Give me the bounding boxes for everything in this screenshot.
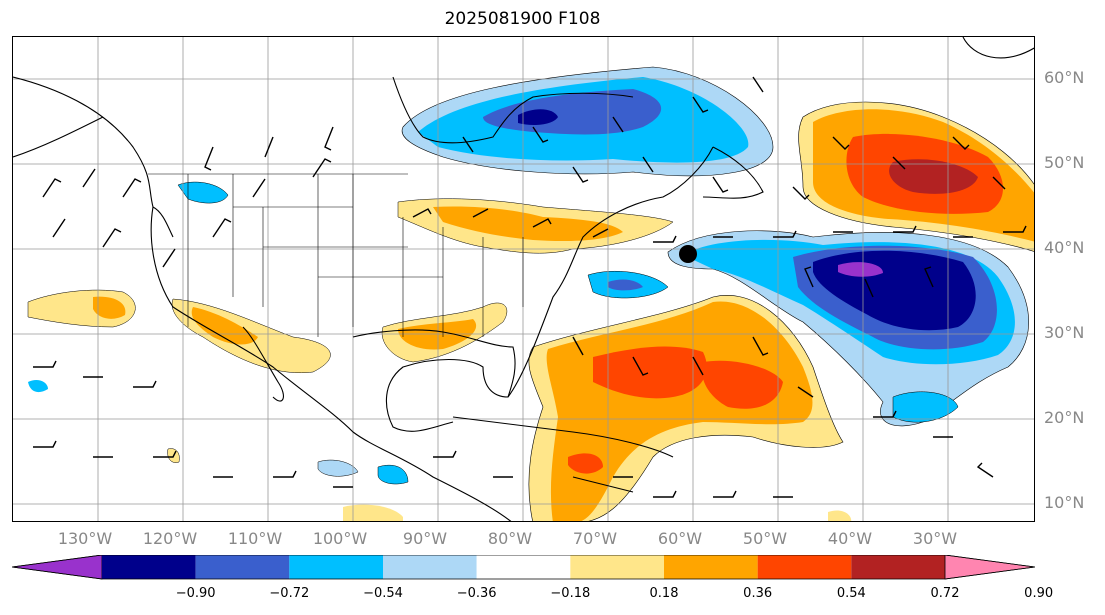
colorbar-tick-label: −0.54 <box>363 586 403 601</box>
colorbar-segment <box>757 555 852 579</box>
lat-label-60n: 60°N <box>1044 68 1085 87</box>
colorbar-segment <box>664 555 758 579</box>
lat-label-50n: 50°N <box>1044 153 1085 172</box>
colorbar-tick-label: 0.90 <box>1024 586 1054 601</box>
lat-label-30n: 30°N <box>1044 323 1085 342</box>
lon-label-120w: 120°W <box>142 529 198 548</box>
lon-label-70w: 70°W <box>572 529 618 548</box>
colorbar-extend-high <box>944 555 1035 580</box>
colorbar-outline <box>12 555 1035 580</box>
map-title: 2025081900 F108 <box>444 9 601 29</box>
lon-label-40w: 40°W <box>827 529 873 548</box>
lon-label-110w: 110°W <box>227 529 283 548</box>
colorbar-tick-label: 0.72 <box>930 586 960 601</box>
lon-label-30w: 30°W <box>912 529 958 548</box>
colorbar <box>12 555 1035 580</box>
colorbar-tick-label: 0.36 <box>743 586 773 601</box>
colorbar-tick-label: −0.72 <box>269 586 310 601</box>
colorbar-tick-label: −0.18 <box>550 586 591 601</box>
colorbar-tick-label: 0.54 <box>836 586 866 601</box>
colorbar-segments <box>12 555 1035 580</box>
map-area <box>12 36 1035 522</box>
lon-label-60w: 60°W <box>657 529 703 548</box>
lon-label-100w: 100°W <box>312 529 368 548</box>
colorbar-tick-label: −0.90 <box>175 586 216 601</box>
lat-label-10n: 10°N <box>1044 493 1085 512</box>
colorbar-segment <box>570 555 664 579</box>
map-canvas <box>13 37 1034 521</box>
colorbar-segment <box>195 555 290 579</box>
lon-label-80w: 80°W <box>487 529 533 548</box>
anomaly-fills <box>27 66 1034 521</box>
lon-label-130w: 130°W <box>57 529 113 548</box>
lat-label-40n: 40°N <box>1044 238 1085 257</box>
wind-barbs <box>33 76 1027 498</box>
colorbar-segment <box>383 555 477 579</box>
gridlines <box>13 37 1034 521</box>
colorbar-segment <box>851 555 945 579</box>
colorbar-segment <box>289 555 383 579</box>
colorbar-tick-label: −0.36 <box>456 586 497 601</box>
state-borders <box>148 173 524 337</box>
colorbar-segment <box>476 555 571 579</box>
colorbar-segment <box>102 555 196 579</box>
storm-center-marker <box>679 245 697 263</box>
lat-label-20n: 20°N <box>1044 408 1085 427</box>
colorbar-extend-low <box>12 555 103 580</box>
colorbar-tick-label: 0.18 <box>649 586 679 601</box>
lon-label-90w: 90°W <box>402 529 448 548</box>
lon-label-50w: 50°W <box>742 529 788 548</box>
